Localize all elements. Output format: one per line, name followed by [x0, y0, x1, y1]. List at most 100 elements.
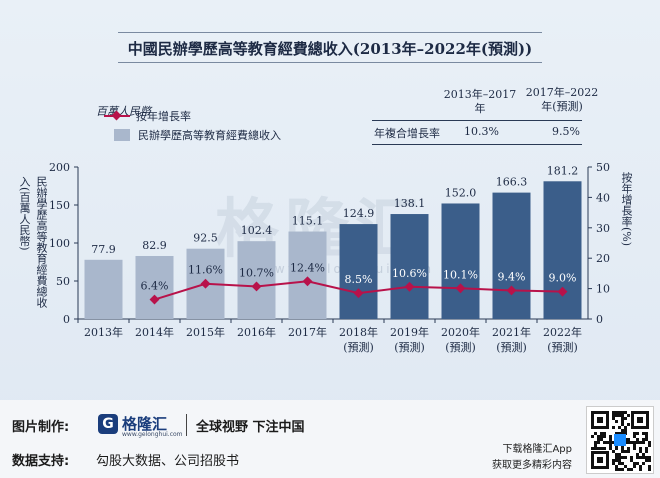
- qr-module: [648, 465, 651, 468]
- bar: [237, 241, 276, 319]
- y-left-tick-label: 100: [49, 237, 70, 250]
- legend-bar-swatch: [114, 129, 130, 141]
- qr-module: [624, 426, 627, 429]
- growth-rate-point: [302, 276, 313, 287]
- y-left-tick-label: 150: [49, 199, 70, 212]
- qr-module: [594, 447, 597, 450]
- qr-module: [642, 432, 645, 435]
- bar-value-label: 77.9: [91, 243, 116, 256]
- qr-module: [633, 444, 636, 447]
- qr-module: [615, 432, 618, 435]
- bar-value-label: 152.0: [445, 186, 477, 199]
- chart-title: 中國民辦學歷高等教育經費總收入(2013年–2022年(預測)): [127, 40, 533, 58]
- qr-module: [642, 441, 645, 444]
- qr-module: [615, 447, 618, 450]
- qr-module: [621, 456, 624, 459]
- qr-module: [630, 468, 633, 471]
- qr-code-icon[interactable]: [586, 406, 654, 474]
- y-axis-left-label: 民辦學歷高等教育經費總收入(百萬人民幣): [18, 176, 48, 308]
- qr-module: [609, 447, 612, 450]
- qr-module: [621, 432, 624, 435]
- y-right-tick-label: 20: [596, 252, 610, 265]
- legend-growth-rate-label: 按年增長率: [136, 110, 191, 123]
- qr-module: [600, 435, 603, 438]
- qr-module: [618, 411, 621, 414]
- qr-module: [594, 444, 597, 447]
- qr-module: [642, 462, 645, 465]
- qr-module: [612, 411, 615, 414]
- y-right-tick-label: 40: [596, 191, 610, 204]
- growth-rate-point: [149, 294, 160, 305]
- app-download-line1: 下载格隆汇App: [502, 444, 572, 455]
- qr-module: [615, 468, 618, 471]
- qr-module: [636, 441, 639, 444]
- qr-module: [615, 411, 618, 414]
- qr-module: [624, 411, 627, 414]
- qr-module: [633, 435, 636, 438]
- bar: [339, 224, 378, 319]
- cagr-rule-top: [372, 120, 582, 121]
- bar-value-label: 138.1: [394, 197, 426, 210]
- x-tick-label: (預測): [445, 340, 476, 354]
- x-tick-label: 2019年: [390, 325, 429, 339]
- qr-module: [609, 438, 612, 441]
- x-tick-label: 2013年: [84, 325, 123, 339]
- chart-svg: 0 50 100 150 200 0 10 20 30 40 50 77.9 2013年 82.9 2014…: [49, 161, 610, 354]
- bar: [390, 214, 429, 319]
- qr-module: [615, 456, 618, 459]
- x-tick-label: (預測): [496, 340, 527, 354]
- x-tick-label: (預測): [394, 340, 425, 354]
- x-tick-label: 2014年: [135, 325, 174, 339]
- growth-rate-label: 6.4%: [141, 280, 169, 293]
- qr-module: [639, 456, 642, 459]
- title-top-rule: [118, 32, 542, 33]
- growth-rate-label: 8.5%: [345, 273, 373, 286]
- qr-module: [612, 462, 615, 465]
- qr-module: [639, 441, 642, 444]
- bar-value-label: 102.4: [241, 224, 273, 237]
- qr-module: [627, 468, 630, 471]
- qr-module: [648, 441, 651, 444]
- cagr-header-2: 2017年–2022年(預測): [525, 86, 599, 113]
- growth-rate-label: 10.6%: [392, 267, 427, 280]
- qr-module: [621, 423, 624, 426]
- qr-module: [609, 435, 612, 438]
- qr-module: [642, 453, 645, 456]
- qr-module: [648, 459, 651, 462]
- x-tick-label: 2016年: [237, 325, 276, 339]
- bar: [288, 231, 327, 319]
- app-download-line2: 获取更多精彩内容: [492, 460, 572, 471]
- bar: [492, 192, 531, 319]
- growth-rate-label: 10.1%: [443, 268, 478, 281]
- qr-module: [600, 438, 603, 441]
- qr-module: [627, 447, 630, 450]
- qr-module: [621, 462, 624, 465]
- qr-module: [612, 450, 615, 453]
- x-tick-label: 2018年: [339, 325, 378, 339]
- qr-module: [621, 414, 624, 417]
- qr-module: [645, 435, 648, 438]
- bar: [84, 259, 123, 319]
- qr-module: [612, 414, 615, 417]
- bar-value-label: 181.2: [547, 164, 579, 177]
- x-tick-label: 2022年: [543, 325, 582, 339]
- qr-module: [648, 468, 651, 471]
- qr-module: [618, 459, 621, 462]
- qr-module: [636, 456, 639, 459]
- qr-module: [618, 462, 621, 465]
- qr-module: [636, 432, 639, 435]
- y-left-tick-label: 50: [56, 275, 70, 288]
- qr-module: [612, 426, 615, 429]
- qr-finder-core: [637, 417, 643, 423]
- legend-growth-rate: 按年增長率: [104, 108, 191, 124]
- growth-rate-point: [557, 286, 568, 297]
- qr-module: [633, 447, 636, 450]
- qr-module: [645, 447, 648, 450]
- bar: [441, 203, 480, 319]
- gelonghui-logo-icon: G: [98, 414, 118, 434]
- growth-rate-label: 10.7%: [239, 266, 274, 279]
- x-tick-label: 2017年: [288, 325, 327, 339]
- qr-module: [621, 411, 624, 414]
- qr-module: [621, 429, 624, 432]
- qr-module: [630, 441, 633, 444]
